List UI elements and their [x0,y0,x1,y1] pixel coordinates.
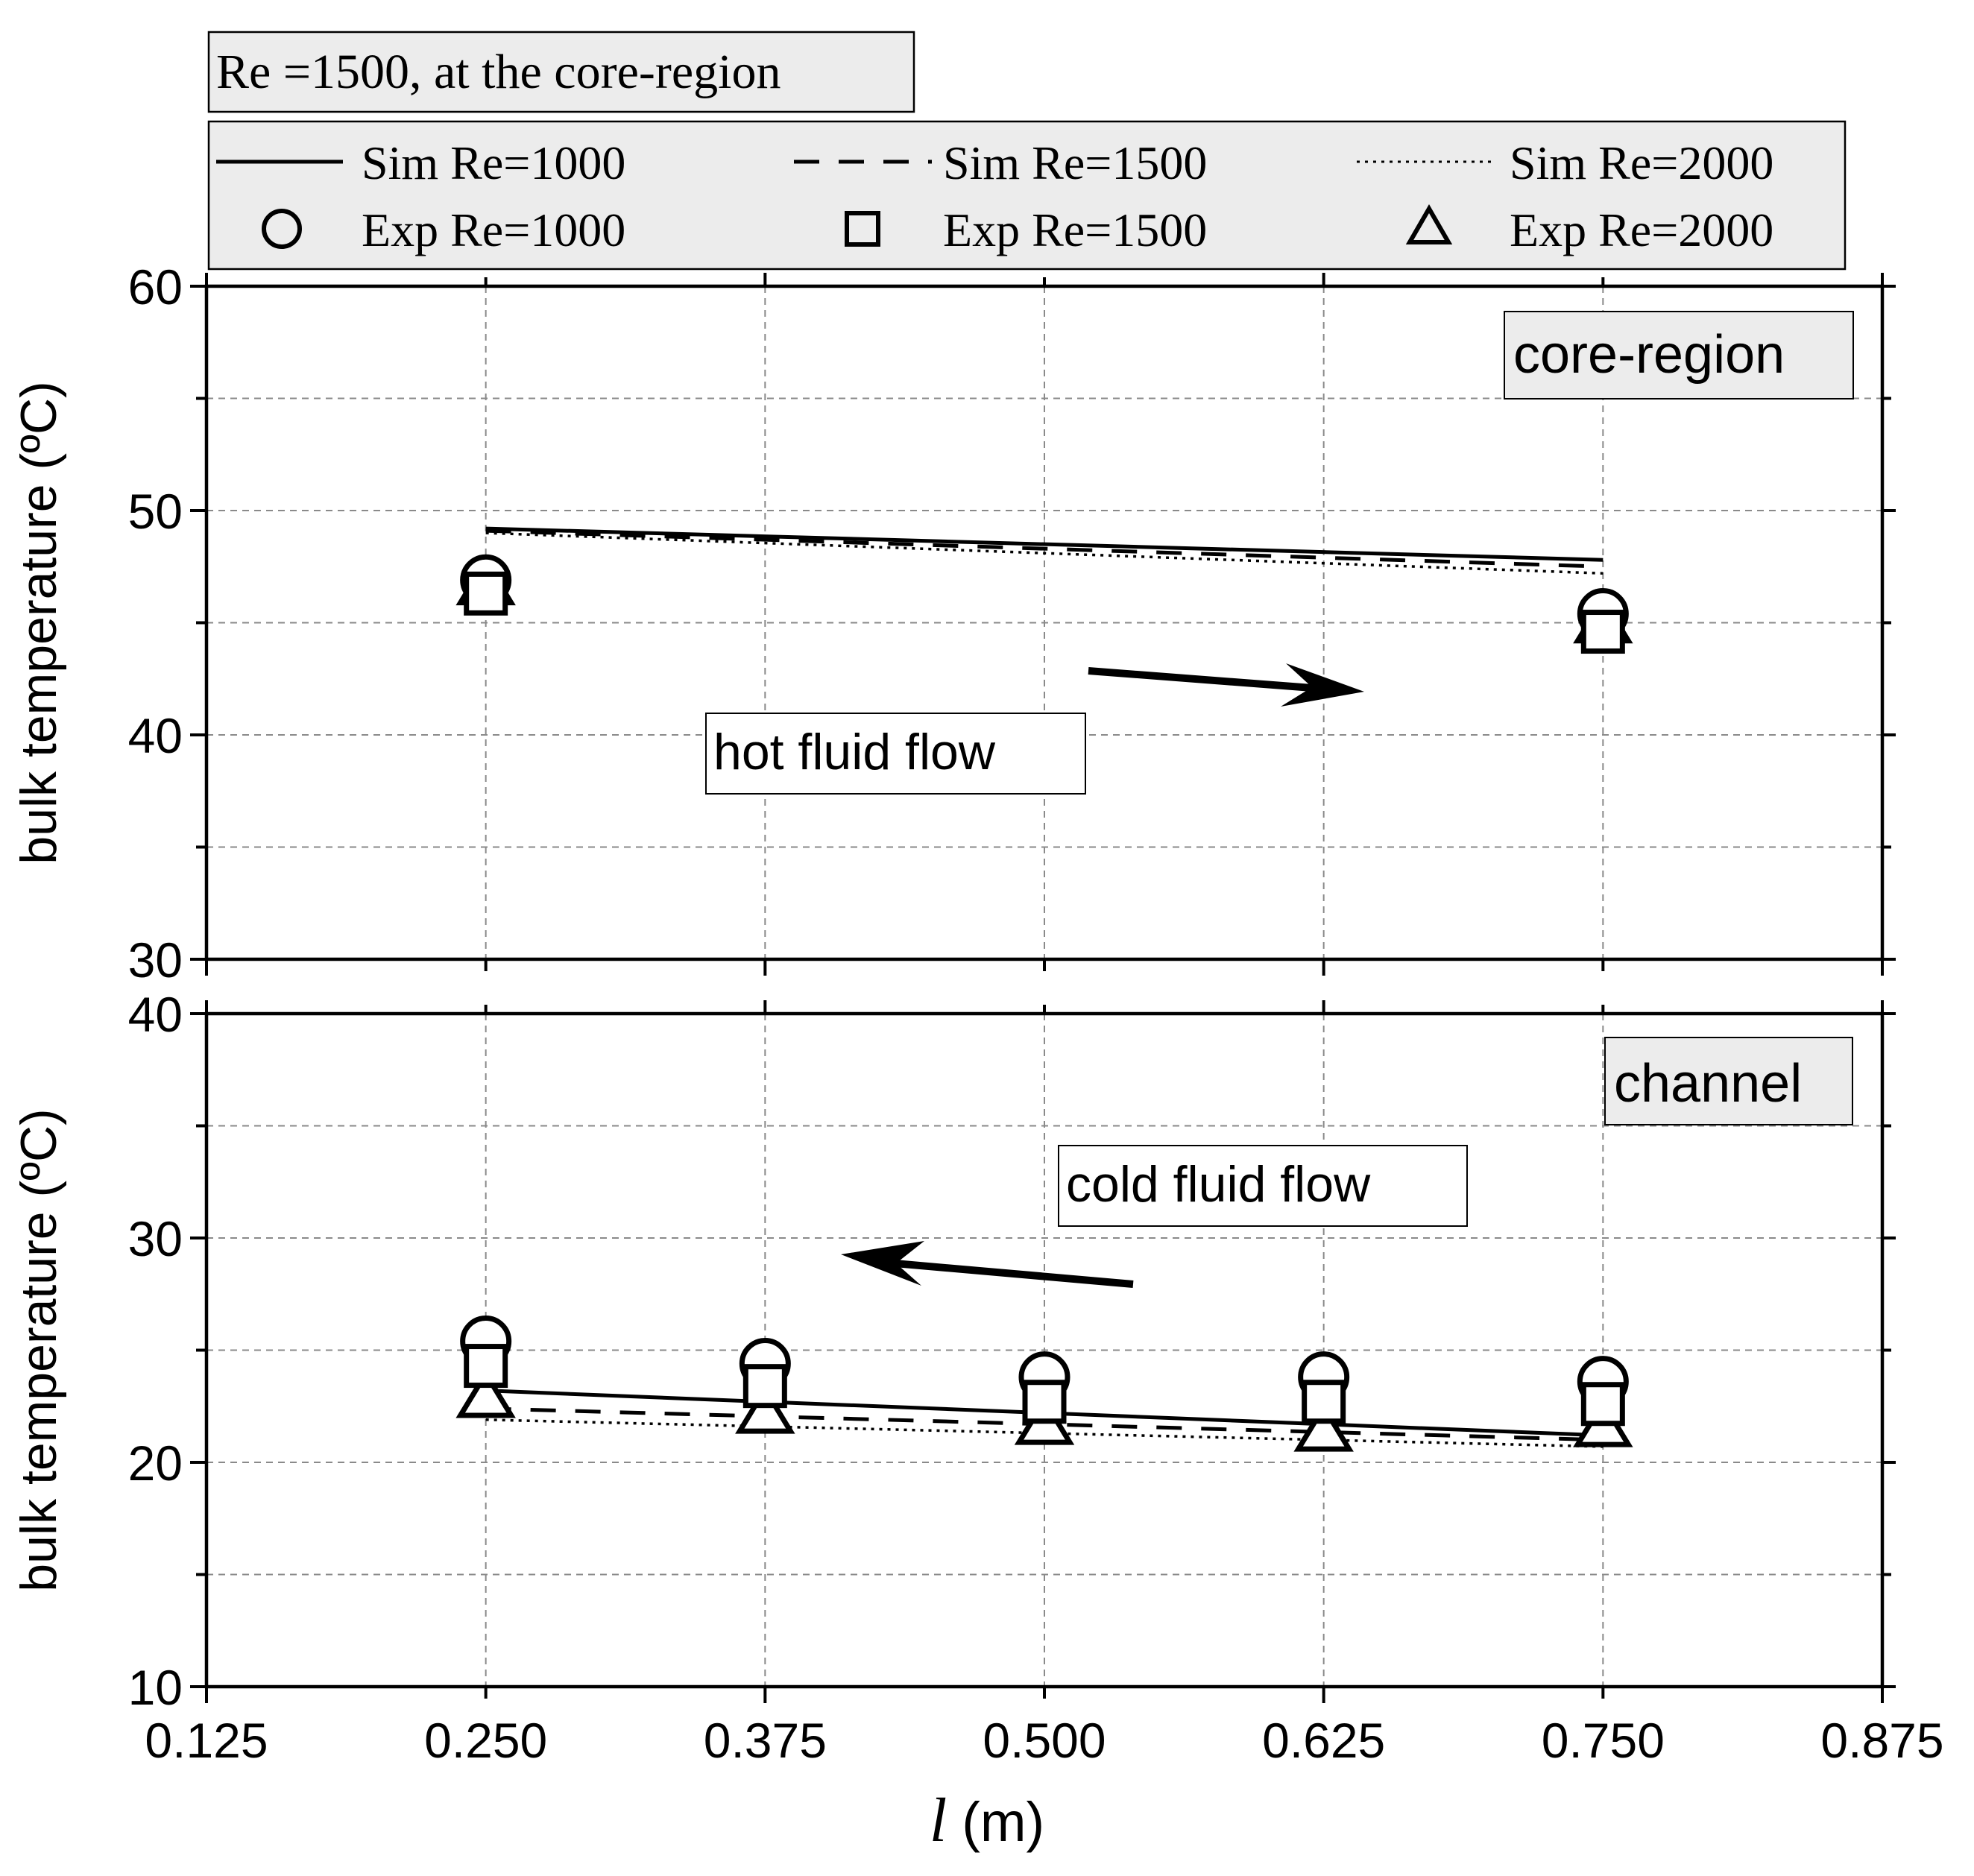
x-tick-label: 0.250 [424,1713,547,1768]
legend-label-sim-re1000: Sim Re=1000 [362,136,625,189]
hot-flow-arrow-shaft [1088,667,1313,692]
legend-label-sim-re2000: Sim Re=2000 [1510,136,1773,189]
panel-channel: 10 20 30 40 bulk temperature (ºC) [10,987,1896,1715]
sim-line-sim-re-1500 [485,528,1604,569]
marker-exp-re-1500 [1302,1380,1346,1424]
legend-label-exp-re1000: Exp Re=1000 [362,203,625,256]
marker-exp-re-1500 [464,1344,508,1389]
x-tick-label: 0.750 [1542,1713,1665,1768]
plot-frame [204,284,1885,961]
panel-core-region: 30 40 50 60 bulk temperature (ºC) [10,259,1896,988]
annotation-cold-fluid-flow: cold fluid flow [841,1145,1468,1288]
legend-label-exp-re2000: Exp Re=2000 [1510,203,1773,256]
x-tick-label: 0.625 [1262,1713,1385,1768]
marker-exp-re-1500 [464,571,508,616]
panel-label-channel-text: channel [1614,1054,1802,1114]
legend-marker-square [845,211,880,247]
marker-exp-re-1500 [742,1364,787,1409]
legend-label-sim-re1500: Sim Re=1500 [943,136,1207,189]
title-text: Re =1500, at the core-region [216,45,781,99]
sim-line-sim-re-2000 [485,531,1604,575]
marker-exp-re-1500 [1022,1380,1067,1424]
x-tick-label: 0.375 [704,1713,827,1768]
y-axis-label: bulk temperature (ºC) [10,1108,67,1591]
panel-label-channel: channel [1604,1037,1853,1125]
y-tick-label: 50 [128,484,183,539]
y-tick-label: 30 [128,932,183,988]
marker-exp-re-2000 [735,1384,795,1434]
title-box: Re =1500, at the core-region [207,31,915,113]
y-axis-label: bulk temperature (ºC) [10,381,67,864]
legend-marker-triangle [1405,204,1453,244]
y-tick-label: 60 [128,259,183,315]
plot-frame [204,1011,1885,1689]
legend-marker-circle [262,209,302,249]
marker-exp-re-2000 [1293,1402,1354,1452]
x-axis-label: l (m) [930,1786,1044,1855]
cold-flow-arrow-head [841,1241,924,1286]
y-tick-label: 30 [128,1211,183,1266]
x-tick-label: 0.125 [145,1713,268,1768]
annotation-hot-fluid-flow: hot fluid flow [705,663,1364,795]
hot-flow-arrow-head [1281,663,1364,707]
x-axis-label-symbol: l [930,1786,947,1855]
marker-exp-re-1500 [1580,610,1625,654]
y-tick-label: 20 [128,1436,183,1491]
y-tick-label: 40 [128,987,183,1042]
marker-exp-re-1500 [1580,1382,1625,1427]
legend: Sim Re=1000 Sim Re=1500 Sim Re=2000 Exp … [207,120,1847,271]
legend-label-exp-re1500: Exp Re=1500 [943,203,1207,256]
marker-exp-re-2000 [455,1368,516,1418]
annotation-hot-text: hot fluid flow [713,724,996,780]
y-tick-label: 10 [128,1660,183,1715]
cold-flow-arrow-shaft [894,1260,1134,1288]
annotation-cold-text: cold fluid flow [1066,1156,1371,1213]
panel-label-core-region-text: core-region [1513,325,1785,385]
panel-label-core-region: core-region [1504,311,1854,399]
x-axis-label-unit: (m) [962,1791,1044,1853]
sim-line-sim-re-1000 [485,526,1604,562]
y-tick-label: 40 [128,708,183,763]
x-tick-label: 0.500 [983,1713,1106,1768]
x-tick-label: 0.875 [1820,1713,1943,1768]
